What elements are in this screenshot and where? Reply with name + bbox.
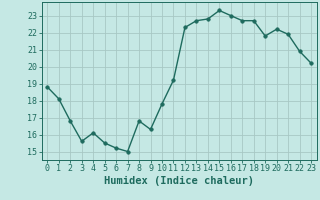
X-axis label: Humidex (Indice chaleur): Humidex (Indice chaleur) — [104, 176, 254, 186]
